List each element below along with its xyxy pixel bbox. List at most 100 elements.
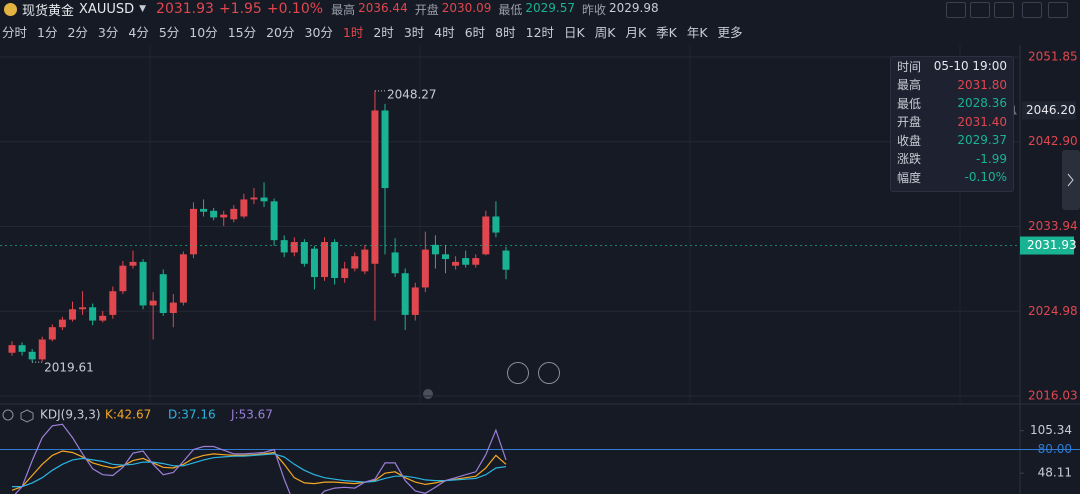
candle-body — [159, 274, 167, 314]
tooltip-label: 时间 — [897, 59, 922, 74]
timeframe[interactable]: 6时 — [464, 25, 486, 40]
timeframe[interactable]: 2分 — [67, 25, 88, 40]
max-label: 2048.27 — [387, 87, 437, 101]
side-tab[interactable] — [1062, 150, 1080, 210]
candle-body — [210, 210, 218, 218]
candle-body — [220, 214, 228, 218]
y-tick-label: 2033.94 — [1028, 219, 1078, 233]
tooltip-value: 2029.37 — [957, 133, 1007, 148]
stat-label: 昨收 — [581, 2, 606, 17]
candle-body — [290, 242, 298, 253]
change: +1.95 — [218, 1, 262, 17]
tooltip-row: 时间 05-10 19:00 — [891, 57, 1013, 76]
timeframe[interactable]: 月K — [625, 25, 647, 40]
candle-body — [310, 248, 318, 278]
tool-button[interactable] — [946, 2, 966, 18]
scroll-left-button[interactable] — [507, 362, 529, 384]
candle-body — [179, 254, 187, 303]
timeframe[interactable]: 15分 — [227, 25, 257, 40]
timeframe[interactable]: 3时 — [403, 25, 425, 40]
candle-body — [331, 242, 339, 278]
scroll-right-button[interactable] — [538, 362, 560, 384]
candle-body — [58, 319, 66, 328]
percent: +0.10% — [266, 1, 324, 17]
timeframe[interactable]: 30分 — [304, 25, 333, 40]
instrument-symbol[interactable]: XAUUSD — [79, 1, 135, 17]
candle-body — [28, 351, 36, 360]
candle-body — [462, 258, 470, 265]
tooltip-label: 幅度 — [897, 170, 922, 185]
candle-body — [18, 345, 26, 352]
tool-button[interactable] — [1048, 2, 1068, 18]
indicator-icon[interactable] — [20, 409, 34, 423]
alert-price-box — [1022, 101, 1076, 120]
candle-body — [89, 307, 97, 321]
settings-icon[interactable] — [2, 409, 14, 421]
candle-body — [280, 240, 288, 253]
candle-body — [38, 339, 46, 360]
side-arrow — [1067, 173, 1074, 187]
tooltip: 时间 05-10 19:00 最高 2031.80 最低 2028.36 开盘 2031.40… — [890, 56, 1014, 192]
candle-body — [300, 242, 308, 264]
kdj-legend: D:37.16 — [168, 408, 216, 422]
tooltip-value: 05-10 19:00 — [933, 59, 1007, 74]
tooltip-row: 涨跌 -1.99 — [891, 150, 1013, 169]
tooltip-value: 2031.40 — [957, 114, 1007, 129]
timeframe[interactable]: 8时 — [495, 25, 516, 40]
candle-body — [361, 249, 369, 272]
kdj-tick-label: 105.34 — [1030, 423, 1072, 437]
timeframe[interactable]: 更多 — [717, 25, 743, 40]
stat-label: 开盘 — [414, 2, 439, 17]
candle-body — [149, 300, 157, 306]
candle-body — [502, 250, 510, 270]
tool-button[interactable] — [970, 2, 990, 18]
gold-icon — [4, 2, 17, 16]
kdj-tick-label: 48.11 — [1038, 466, 1072, 480]
candle-body — [79, 307, 87, 310]
candle-body — [109, 291, 117, 315]
timeframe[interactable]: 1分 — [37, 25, 58, 40]
tooltip-row: 收盘 2029.37 — [891, 131, 1013, 150]
stat-value: 2029.57 — [525, 0, 575, 15]
candle-body — [341, 268, 349, 278]
tooltip-row: 最高 2031.80 — [891, 76, 1013, 95]
current-price-label: 2031.93 — [1027, 238, 1077, 252]
timeframe[interactable]: 1时 — [342, 25, 364, 40]
timeframe[interactable]: 3分 — [97, 25, 119, 40]
y-tick-label: 2042.90 — [1028, 134, 1078, 148]
tooltip-value: 2028.36 — [957, 96, 1007, 111]
timeframe[interactable]: 周K — [594, 25, 616, 40]
timeframe[interactable]: 年K — [686, 25, 708, 40]
tooltip-label: 收盘 — [897, 133, 922, 148]
timeframe[interactable]: 12时 — [525, 25, 555, 40]
dropdown-caret[interactable]: ▼ — [139, 4, 147, 14]
stat-label: 最低 — [498, 2, 523, 17]
y-tick-label: 2016.03 — [1028, 389, 1078, 403]
timeframe[interactable]: 日K — [564, 25, 585, 40]
tooltip-value: 2031.80 — [957, 77, 1007, 92]
candle-body — [270, 201, 278, 241]
tooltip-row: 开盘 2031.40 — [891, 113, 1013, 132]
timeframe[interactable]: 10分 — [189, 25, 218, 40]
candle-body — [68, 309, 76, 320]
candle-body — [472, 258, 480, 265]
candle-body — [189, 208, 197, 255]
candle-body — [119, 265, 127, 292]
kdj-line — [11, 450, 507, 491]
timeframe[interactable]: 4分 — [128, 25, 149, 40]
timeframe-bar: 分时 1分 2分 3分 4分 5分 10分 15分 20分 30分 1时 2时 3时 4时 6时 8时 12时日… — [2, 22, 753, 41]
kdj-legend: K:42.67 — [105, 408, 151, 422]
timeframe[interactable]: 2时 — [373, 25, 394, 40]
tool-button[interactable] — [1022, 2, 1042, 18]
tooltip-label: 涨跌 — [897, 152, 922, 167]
timeframe[interactable]: 5分 — [158, 25, 180, 40]
timeframe[interactable]: 20分 — [266, 25, 295, 40]
tool-button[interactable] — [994, 2, 1014, 18]
timeframe[interactable]: 4时 — [434, 25, 455, 40]
timeframe[interactable]: 季K — [656, 25, 677, 40]
stat-value: 2030.09 — [441, 0, 492, 15]
timeframe[interactable]: 分时 — [2, 25, 28, 40]
candle-body — [200, 208, 208, 212]
y-tick-label: 2051.85 — [1028, 50, 1078, 64]
